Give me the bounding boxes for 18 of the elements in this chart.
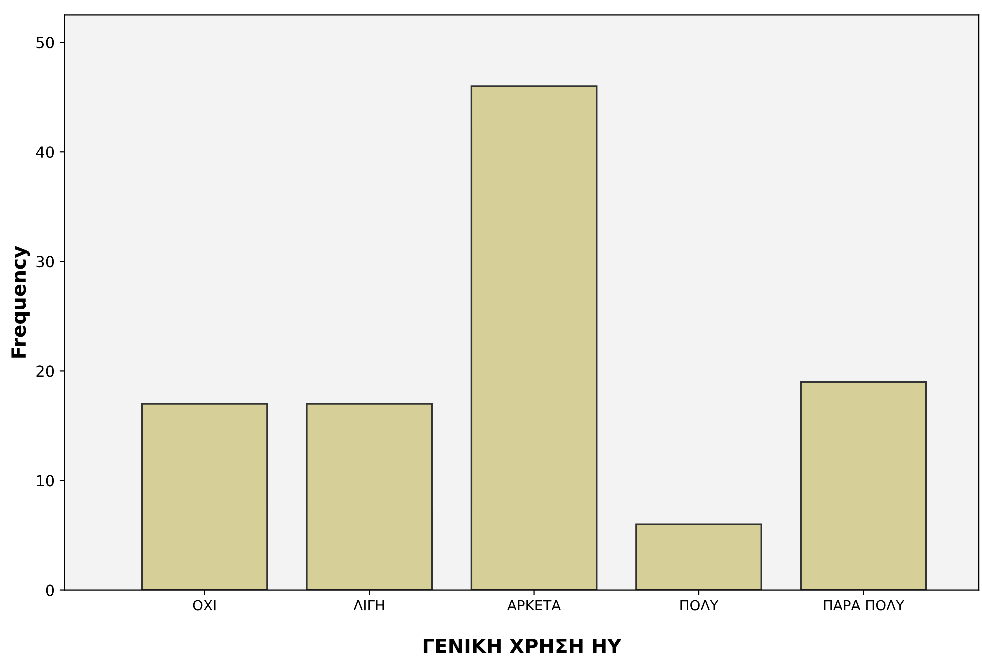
- y-tick-label: 30: [36, 256, 54, 268]
- bar: [636, 524, 762, 590]
- bar: [306, 403, 433, 590]
- y-tick-label: 40: [36, 146, 54, 158]
- bar: [470, 86, 598, 590]
- bar: [800, 381, 928, 590]
- y-tick-label: 20: [36, 366, 54, 378]
- x-axis-title: ΓΕΝΙΚΗ ΧΡΗΣΗ ΗΥ: [424, 639, 622, 654]
- x-tick-label: ΑΡΚΕΤΑ: [508, 600, 562, 611]
- y-tick-label: 50: [36, 37, 54, 49]
- x-tick-label: ΟΧΙ: [193, 600, 216, 611]
- y-tick-label: 0: [46, 584, 54, 596]
- x-tick-label: ΛΙΓΗ: [354, 600, 384, 611]
- bar: [141, 403, 268, 590]
- x-tick-label: ΠΟΛΥ: [680, 600, 719, 611]
- y-tick-label: 10: [37, 475, 54, 487]
- x-tick-label: ΠΑΡΑ ΠΟΛΥ: [824, 600, 905, 611]
- y-axis-title: Frequency: [12, 246, 30, 358]
